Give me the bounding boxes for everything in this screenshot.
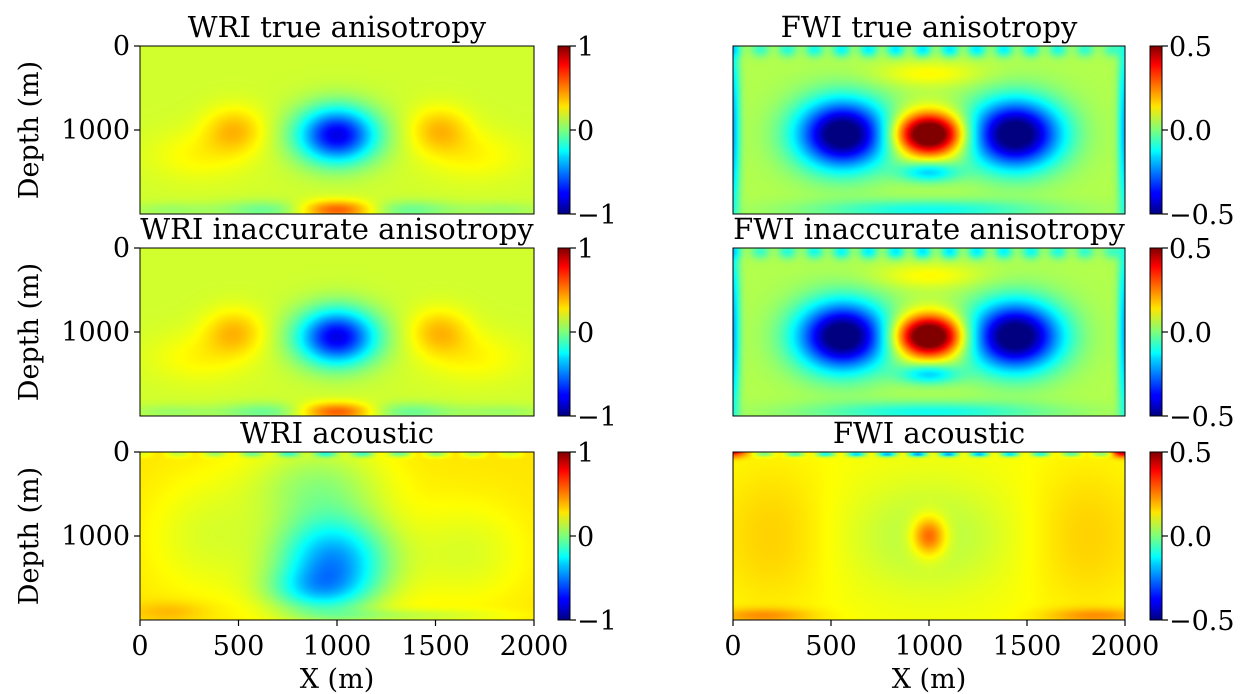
colorbar-tick-label: −1 (577, 200, 617, 231)
x-tick-label: 500 (805, 631, 857, 662)
colorbar-tick-label: −1 (577, 606, 617, 637)
x-tick-label: 0 (724, 631, 741, 662)
heatmap-image (140, 248, 534, 416)
colorbar-tick-label: 1 (577, 234, 594, 265)
colorbar (1149, 451, 1163, 621)
heatmap-panel-3: WRI inaccurate anisotropy 0 1000 Depth (m) 1… (14, 212, 617, 433)
colorbar (1149, 247, 1163, 417)
x-tick-label: 1000 (895, 631, 964, 662)
x-axis-label: X (m) (300, 664, 374, 694)
x-tick-label: 2000 (1091, 631, 1160, 662)
colorbar-tick-label: −0.5 (1169, 606, 1235, 637)
heatmap-panel-1: WRI true anisotropy 0 1000 Depth (m) 1 0 −1 (14, 10, 617, 231)
heatmap-panel-5: WRI acoustic 0 1000 Depth (m) 0 500 1000 1500 20… (14, 416, 617, 694)
colorbar-tick-label: −0.5 (1169, 402, 1235, 433)
colorbar (557, 247, 571, 417)
y-axis-label: Depth (m) (14, 263, 45, 401)
colorbar-tick-label: 0 (577, 116, 594, 147)
colorbar-tick-label: 0.5 (1169, 32, 1212, 63)
y-tick-label: 1000 (61, 115, 130, 146)
colorbar (557, 451, 571, 621)
y-axis-label: Depth (m) (14, 467, 45, 605)
heatmap-panel-2: FWI true anisotropy 0.5 0.0 −0.5 (732, 10, 1235, 231)
heatmap-image (733, 452, 1125, 620)
panel-title: WRI acoustic (240, 416, 434, 450)
x-axis-label: X (m) (892, 664, 966, 694)
colorbar-tick-label: 0 (577, 522, 594, 553)
panel-title: FWI inaccurate anisotropy (733, 212, 1125, 246)
colorbar-tick-label: 0.5 (1169, 234, 1212, 265)
y-tick-label: 1000 (61, 521, 130, 552)
colorbar-tick-label: −1 (577, 402, 617, 433)
panel-title: FWI true anisotropy (781, 10, 1078, 44)
y-tick-label: 1000 (61, 317, 130, 348)
heatmap-image (733, 248, 1125, 416)
panel-title: WRI inaccurate anisotropy (140, 212, 534, 246)
heatmap-panel-6: FWI acoustic 0 500 1000 1500 2000 X (m) 0.5 0.0 −… (724, 416, 1234, 694)
x-tick-label: 2000 (500, 631, 569, 662)
heatmap-image (140, 46, 534, 214)
x-tick-label: 1500 (993, 631, 1062, 662)
colorbar-tick-label: 0 (577, 318, 594, 349)
y-tick-label: 0 (113, 233, 130, 264)
x-tick-label: 0 (131, 631, 148, 662)
heatmap-image (733, 46, 1125, 214)
panel-title: WRI true anisotropy (188, 10, 487, 44)
colorbar-tick-label: 0.5 (1169, 438, 1212, 469)
y-axis-label: Depth (m) (14, 61, 45, 199)
y-tick-label: 0 (113, 437, 130, 468)
colorbar-tick-label: 1 (577, 438, 594, 469)
heatmap-panel-4: FWI inaccurate anisotropy 0.5 0.0 −0.5 (732, 212, 1235, 433)
x-tick-label: 500 (213, 631, 265, 662)
axes-frame (732, 247, 1126, 417)
colorbar-tick-label: −0.5 (1169, 200, 1235, 231)
colorbar-tick-label: 1 (577, 32, 594, 63)
colorbar (1149, 45, 1163, 215)
x-tick-label: 1500 (401, 631, 470, 662)
y-tick-label: 0 (113, 31, 130, 62)
heatmap-image (140, 452, 534, 620)
colorbar-tick-label: 0.0 (1169, 116, 1212, 147)
colorbar-tick-label: 0.0 (1169, 318, 1212, 349)
colorbar-tick-label: 0.0 (1169, 522, 1212, 553)
colorbar (557, 45, 571, 215)
x-tick-label: 1000 (303, 631, 372, 662)
axes-frame (732, 45, 1126, 215)
panel-title: FWI acoustic (833, 416, 1025, 450)
